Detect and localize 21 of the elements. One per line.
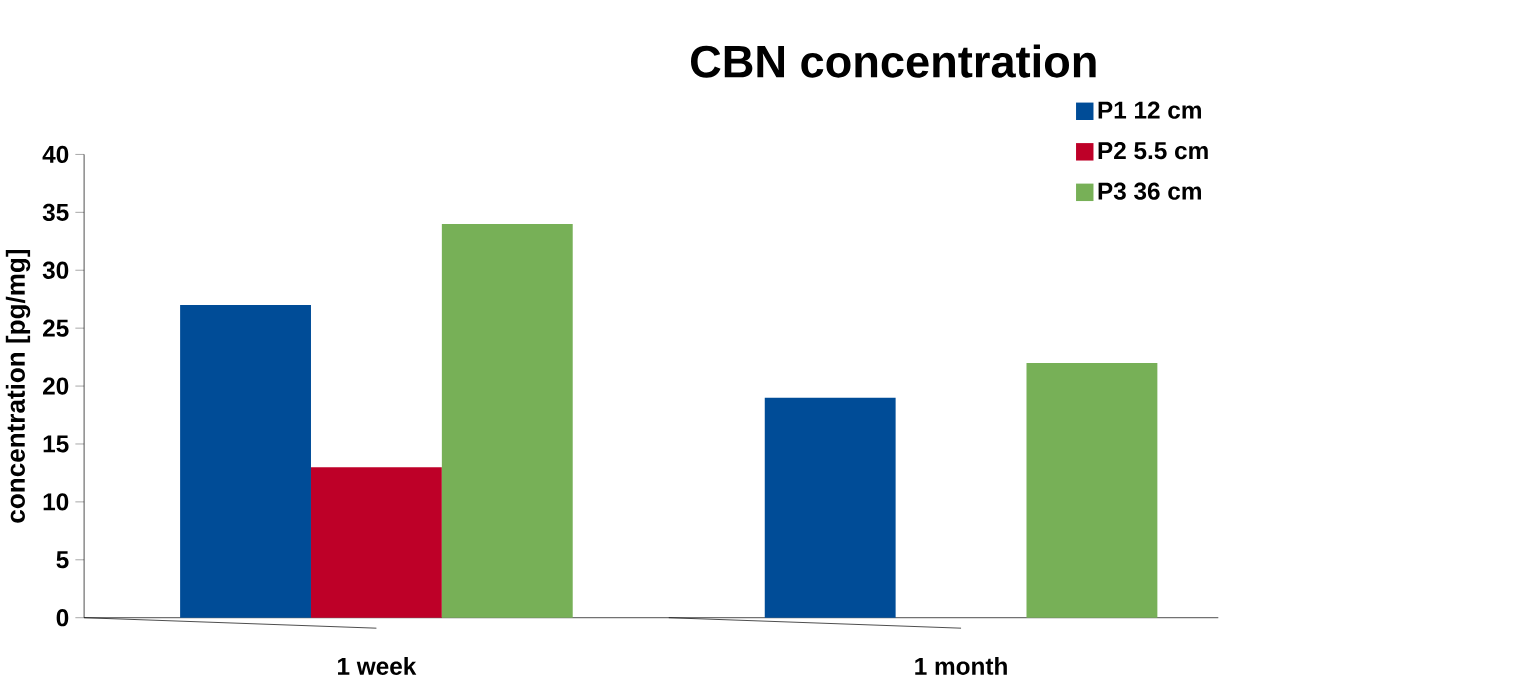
x-tick-label: 1 month (915, 656, 1007, 675)
bar (180, 304, 311, 618)
y-tick-label: 20 (43, 377, 69, 395)
y-tick-label: 10 (43, 493, 69, 511)
y-tick-label: 40 (42, 145, 69, 163)
legend-label: P3 36 cm (1098, 182, 1201, 200)
y-tick-label: 30 (42, 261, 69, 279)
chart-title: CBN concentration (690, 44, 1096, 78)
bar (441, 223, 573, 618)
bar (310, 467, 442, 618)
legend-label: P2 5.5 cm (1098, 141, 1208, 160)
y-axis-title: concentration [pg/mg] (5, 249, 31, 523)
bar (1026, 362, 1158, 618)
y-tick-label: 35 (42, 203, 69, 221)
bar (764, 397, 896, 618)
y-tick-label: 0 (56, 608, 69, 627)
y-tick-label: 25 (43, 319, 69, 337)
x-tick-label: 1 week (338, 656, 417, 675)
legend-label: P1 12 cm (1098, 101, 1201, 119)
y-tick-label: 15 (43, 435, 69, 453)
y-tick-label: 5 (56, 551, 69, 569)
